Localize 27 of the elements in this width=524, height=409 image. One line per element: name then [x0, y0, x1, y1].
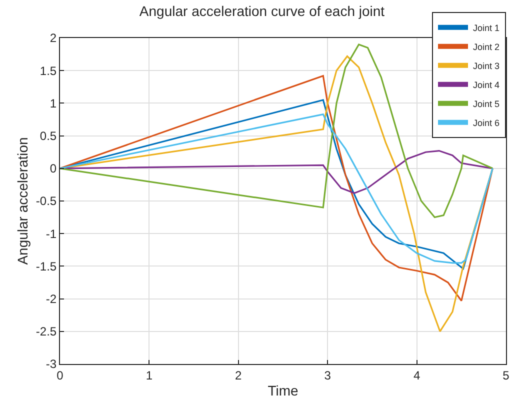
y-tick-label: -1: [46, 226, 57, 241]
x-tick-label: 2: [235, 368, 242, 382]
y-tick-label: 0.5: [40, 129, 57, 143]
y-tick-label: 0: [50, 162, 57, 176]
y-tick-label: -2.5: [36, 324, 57, 339]
legend-label: Joint 1: [473, 22, 500, 33]
y-tick-label: 1: [50, 96, 57, 110]
y-tick-label: 1.5: [40, 64, 57, 78]
x-axis-title: Time: [268, 382, 299, 399]
x-tick-label: 5: [502, 368, 510, 382]
legend-label: Joint 6: [473, 118, 500, 128]
y-axis-title: Angular acceleration: [14, 137, 31, 265]
y-tick-label: 2: [50, 31, 57, 46]
line-series: [60, 44, 494, 218]
y-tick-label: -0.5: [36, 194, 57, 208]
y-tick-label: -3: [46, 357, 57, 372]
chart-title: Angular acceleration curve of each joint: [139, 2, 385, 19]
legend-label: Joint 2: [473, 42, 500, 52]
y-tick-label: -2: [46, 292, 57, 306]
x-tick-label: 3: [324, 368, 332, 382]
x-tick-label: 4: [413, 368, 420, 382]
legend-label: Joint 4: [473, 80, 500, 90]
legend-label: Joint 5: [473, 98, 500, 109]
line-series: [60, 75, 494, 302]
x-tick-label: 1: [146, 368, 153, 382]
legend-label: Joint 3: [473, 60, 500, 71]
y-tick-label: -1.5: [36, 259, 57, 274]
